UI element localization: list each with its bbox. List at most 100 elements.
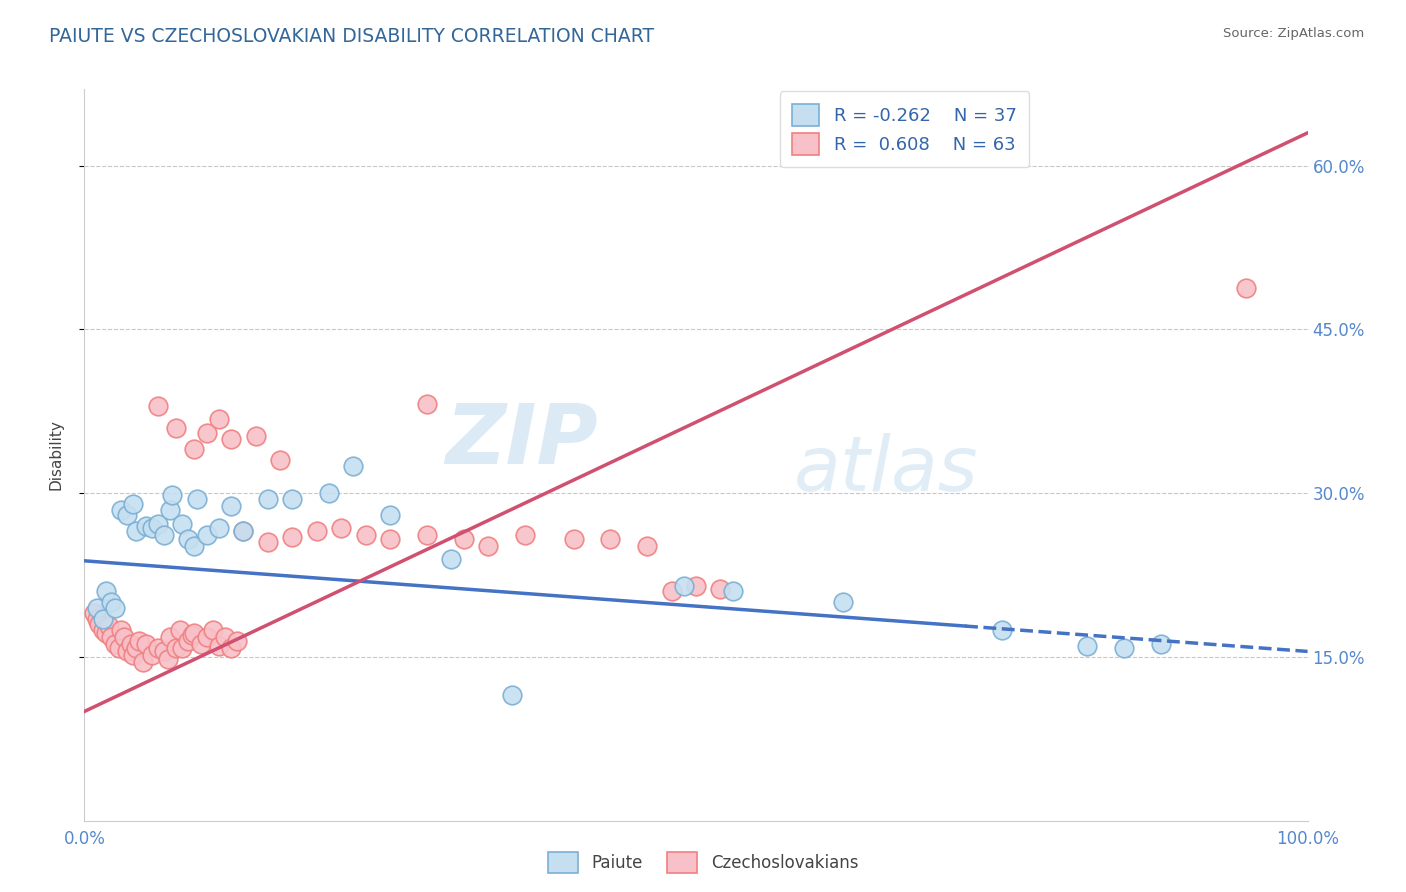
Point: [125, 524, 148, 539]
Point: [721, 584, 744, 599]
Point: [672, 579, 695, 593]
Text: ZIP: ZIP: [446, 400, 598, 481]
Point: [257, 491, 280, 506]
Point: [685, 579, 707, 593]
Point: [107, 641, 129, 656]
Point: [177, 532, 200, 546]
Point: [208, 412, 231, 426]
Point: [91, 623, 114, 637]
Point: [232, 524, 254, 539]
Point: [991, 623, 1014, 637]
Point: [169, 623, 191, 637]
Point: [1076, 639, 1098, 653]
Point: [219, 432, 242, 446]
Point: [1150, 637, 1173, 651]
Text: Source: ZipAtlas.com: Source: ZipAtlas.com: [1223, 27, 1364, 40]
Point: [86, 612, 108, 626]
Point: [219, 641, 242, 656]
Point: [342, 458, 364, 473]
Point: [195, 527, 218, 541]
Legend: Paiute, Czechoslovakians: Paiute, Czechoslovakians: [541, 846, 865, 880]
Point: [831, 595, 853, 609]
Point: [453, 532, 475, 546]
Point: [177, 633, 200, 648]
Point: [110, 623, 132, 637]
Point: [104, 637, 127, 651]
Point: [269, 453, 291, 467]
Point: [120, 637, 142, 651]
Point: [141, 648, 163, 662]
Text: PAIUTE VS CZECHOSLOVAKIAN DISABILITY CORRELATION CHART: PAIUTE VS CZECHOSLOVAKIAN DISABILITY COR…: [49, 27, 654, 45]
Point: [201, 623, 224, 637]
Point: [146, 399, 169, 413]
Point: [709, 582, 731, 597]
Point: [599, 532, 621, 546]
Point: [122, 648, 145, 662]
Point: [141, 521, 163, 535]
Point: [156, 652, 179, 666]
Point: [380, 508, 402, 522]
Point: [502, 688, 524, 702]
Point: [416, 396, 439, 410]
Point: [245, 429, 267, 443]
Point: [195, 426, 218, 441]
Point: [636, 539, 658, 553]
Point: [100, 630, 122, 644]
Point: [195, 630, 218, 644]
Legend: R = -0.262    N = 37, R =  0.608    N = 63: R = -0.262 N = 37, R = 0.608 N = 63: [780, 91, 1029, 168]
Point: [208, 521, 231, 535]
Point: [318, 486, 340, 500]
Point: [146, 516, 169, 531]
Point: [96, 584, 118, 599]
Point: [181, 628, 204, 642]
Point: [190, 637, 212, 651]
Point: [1114, 641, 1136, 656]
Point: [135, 637, 157, 651]
Point: [477, 539, 499, 553]
Point: [97, 619, 120, 633]
Point: [159, 630, 181, 644]
Point: [380, 532, 402, 546]
Point: [122, 497, 145, 511]
Point: [183, 539, 205, 553]
Point: [440, 551, 463, 566]
Point: [153, 527, 176, 541]
Point: [172, 641, 194, 656]
Point: [159, 502, 181, 516]
Point: [91, 612, 114, 626]
Point: [330, 521, 353, 535]
Point: [226, 633, 249, 648]
Point: [135, 519, 157, 533]
Point: [153, 644, 176, 658]
Point: [354, 527, 377, 541]
Point: [257, 535, 280, 549]
Point: [128, 633, 150, 648]
Point: [83, 606, 105, 620]
Point: [416, 527, 439, 541]
Point: [183, 442, 205, 457]
Text: atlas: atlas: [794, 433, 979, 507]
Point: [115, 644, 138, 658]
Point: [96, 625, 118, 640]
Point: [86, 600, 108, 615]
Point: [219, 500, 242, 514]
Point: [104, 600, 127, 615]
Point: [87, 617, 110, 632]
Point: [132, 656, 155, 670]
Point: [165, 641, 187, 656]
Point: [1236, 281, 1258, 295]
Point: [172, 516, 194, 531]
Point: [183, 625, 205, 640]
Point: [513, 527, 536, 541]
Point: [112, 630, 135, 644]
Point: [305, 524, 328, 539]
Point: [281, 491, 304, 506]
Point: [115, 508, 138, 522]
Point: [186, 491, 208, 506]
Point: [146, 641, 169, 656]
Y-axis label: Disability: Disability: [49, 419, 63, 491]
Point: [100, 595, 122, 609]
Point: [562, 532, 585, 546]
Point: [162, 488, 184, 502]
Point: [208, 639, 231, 653]
